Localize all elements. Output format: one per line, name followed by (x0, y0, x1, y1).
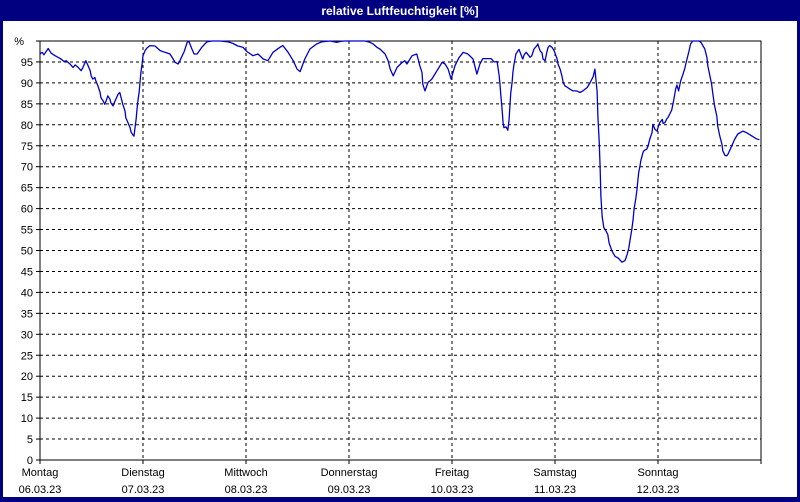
chart-title: relative Luftfeuchtigkeit [%] (321, 3, 479, 18)
y-tick-label: 25 (21, 350, 33, 362)
y-tick-label: 5 (27, 434, 33, 446)
x-day-name-label: Samstag (533, 467, 576, 479)
y-tick-label: 85 (21, 99, 33, 111)
y-tick-label: 0 (27, 455, 33, 467)
y-tick-label: 95 (21, 57, 33, 69)
y-tick-label: 65 (21, 183, 33, 195)
y-tick-label: 50 (21, 246, 33, 258)
x-day-date-label: 11.03.23 (534, 484, 576, 496)
y-tick-label: 70 (21, 162, 33, 174)
y-tick-label: 30 (21, 329, 33, 341)
y-tick-label: 20 (21, 371, 33, 383)
y-tick-label: 15 (21, 392, 33, 404)
chart-area: 0 5 10 15 20 25 30 35 40 45 50 55 60 65 70 75 80 85 90 95% M… (3, 21, 797, 497)
series-line-humidity (39, 40, 760, 263)
x-day-date-label: 10.03.23 (431, 484, 474, 496)
x-day-date-label: 12.03.23 (637, 484, 680, 496)
y-tick-label: 10 (21, 413, 33, 425)
x-day-name-label: Sonntag (638, 467, 679, 479)
y-tick-label: 40 (21, 287, 33, 299)
y-tick-label: 60 (21, 204, 33, 216)
x-day-date-label: 08.03.23 (225, 484, 268, 496)
x-day-name-label: Dienstag (121, 467, 164, 479)
x-day-name-label: Freitag (435, 467, 469, 479)
y-tick-label: 35 (21, 308, 33, 320)
x-day-name-label: Mittwoch (224, 467, 267, 479)
y-tick-label: 45 (21, 266, 33, 278)
titlebar: relative Luftfeuchtigkeit [%] (0, 0, 800, 21)
x-day-date-label: 09.03.23 (328, 484, 371, 496)
y-axis-unit-label: % (14, 36, 24, 48)
x-day-name-label: Donnerstag (321, 467, 378, 479)
x-day-date-label: 06.03.23 (19, 484, 62, 496)
x-day-date-label: 07.03.23 (122, 484, 165, 496)
humidity-line-chart: 0 5 10 15 20 25 30 35 40 45 50 55 60 65 70 75 80 85 90 95% M… (14, 36, 762, 496)
y-tick-label: 80 (21, 120, 33, 132)
y-tick-label: 75 (21, 141, 33, 153)
y-tick-label: 90 (21, 78, 33, 90)
plot-border (39, 40, 762, 461)
y-tick-label: 55 (21, 225, 33, 237)
x-day-name-label: Montag (22, 467, 59, 479)
